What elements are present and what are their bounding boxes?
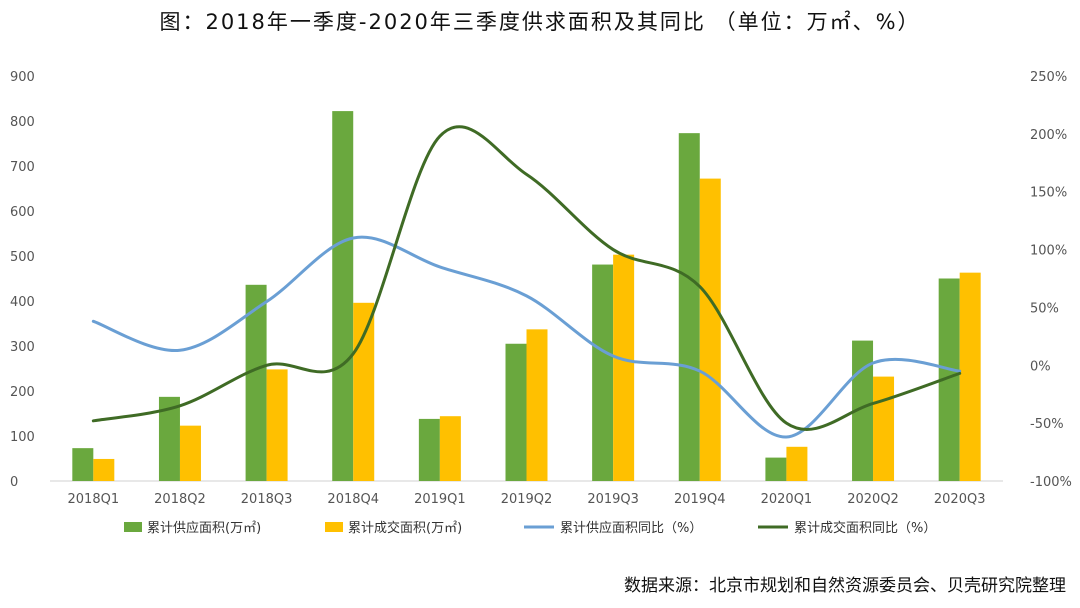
- right-axis-tick-label: 100%: [1030, 244, 1067, 259]
- left-axis-tick-label: 200: [10, 385, 35, 400]
- legend-supply-yoy-label: 累计供应面积同比（%）: [560, 520, 702, 536]
- deal-area-bar: [613, 254, 635, 481]
- left-axis-tick-label: 700: [10, 160, 35, 175]
- x-axis-category-label: 2018Q1: [68, 492, 120, 507]
- supply-area-bar: [592, 264, 614, 481]
- left-axis-tick-label: 600: [10, 205, 35, 220]
- source-note: 数据来源：北京市规划和自然资源委员会、贝壳研究院整理: [624, 576, 1066, 596]
- right-axis-tick-label: -50%: [1030, 417, 1064, 432]
- x-axis-category-label: 2020Q2: [847, 492, 899, 507]
- supply-yoy-line: [91, 235, 962, 439]
- deal-area-bar: [439, 416, 461, 481]
- x-axis-category-label: 2018Q3: [241, 492, 293, 507]
- legend-deal-area-swatch: [325, 522, 343, 532]
- x-axis-category-label: 2019Q4: [674, 492, 726, 507]
- deal-yoy-line: [91, 125, 962, 431]
- supply-area-bar: [505, 343, 527, 481]
- deal-area-bar: [699, 178, 721, 481]
- x-axis-category-label: 2019Q2: [501, 492, 553, 507]
- legend-supply-area-swatch: [124, 522, 142, 532]
- supply-area-bar: [418, 418, 440, 481]
- x-axis-category-label: 2020Q1: [761, 492, 813, 507]
- x-axis-category-label: 2019Q3: [587, 492, 639, 507]
- left-axis-tick-label: 300: [10, 340, 35, 355]
- right-axis-tick-label: 0%: [1030, 359, 1051, 374]
- supply-area-bar: [938, 278, 960, 481]
- deal-area-bar: [786, 446, 808, 481]
- supply-area-bar: [332, 111, 354, 481]
- right-axis-tick-label: 250%: [1030, 70, 1067, 85]
- chart-title: 图：2018年一季度-2020年三季度供求面积及其同比 （单位：万㎡、%）: [159, 10, 921, 34]
- right-axis-tick-label: 50%: [1030, 301, 1059, 316]
- legend-deal-yoy-label: 累计成交面积同比（%）: [794, 520, 936, 536]
- legend-deal-area-label: 累计成交面积(万㎡): [348, 520, 462, 536]
- legend-supply-area-label: 累计供应面积(万㎡): [147, 520, 261, 536]
- deal-area-bar: [179, 425, 201, 481]
- left-axis-tick-label: 400: [10, 295, 35, 310]
- supply-area-bar: [678, 133, 700, 481]
- deal-area-bar: [93, 458, 115, 481]
- x-axis-category-label: 2020Q3: [934, 492, 986, 507]
- deal-area-bar: [873, 376, 895, 481]
- left-axis-tick-label: 800: [10, 115, 35, 130]
- left-axis-tick-label: 100: [10, 430, 35, 445]
- x-axis-category-label: 2019Q1: [414, 492, 466, 507]
- left-axis-tick-label: 500: [10, 250, 35, 265]
- supply-area-bar: [158, 396, 180, 481]
- right-axis-tick-label: -100%: [1030, 475, 1072, 490]
- supply-area-bar: [245, 284, 267, 481]
- x-axis-category-label: 2018Q4: [327, 492, 379, 507]
- deal-area-bar: [266, 369, 288, 481]
- supply-area-bar: [72, 448, 94, 481]
- right-axis-tick-label: 150%: [1030, 186, 1067, 201]
- supply-area-bar: [765, 457, 787, 481]
- deal-area-bar: [526, 329, 548, 481]
- deal-area-bar: [959, 272, 981, 481]
- x-axis-category-label: 2018Q2: [154, 492, 206, 507]
- left-axis-tick-label: 900: [10, 70, 35, 85]
- deal-area-bar: [353, 302, 375, 481]
- right-axis-tick-label: 200%: [1030, 128, 1067, 143]
- left-axis-tick-label: 0: [10, 475, 18, 490]
- supply-area-bar: [852, 340, 874, 481]
